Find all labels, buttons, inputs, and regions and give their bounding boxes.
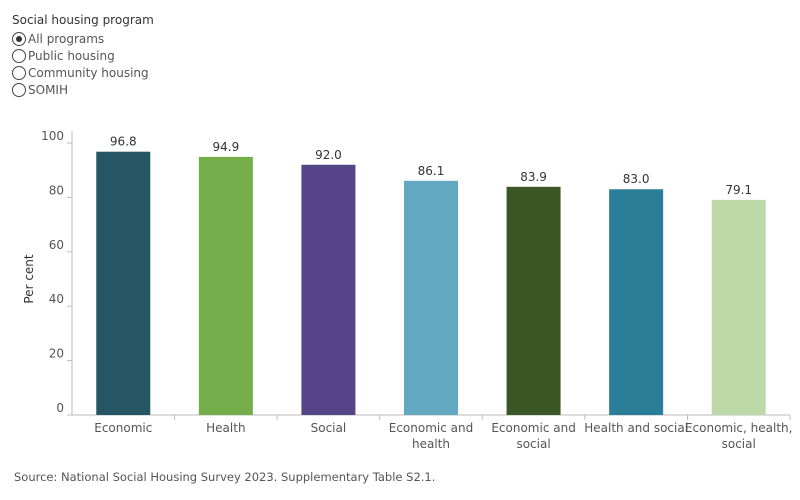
bar-value-label: 92.0: [315, 148, 342, 162]
source-note: Source: National Social Housing Survey 2…: [14, 470, 436, 484]
bar-value-label: 96.8: [110, 135, 137, 149]
x-category-label: Economic, health,: [685, 421, 793, 435]
radio-label: Public housing: [28, 48, 115, 63]
filter-title: Social housing program: [12, 13, 154, 27]
y-tick-label: 20: [49, 347, 64, 361]
y-axis-title: Per cent: [22, 254, 36, 304]
bar-value-label: 94.9: [212, 140, 239, 154]
bar: [198, 156, 253, 415]
bar-value-label: 83.0: [623, 172, 650, 186]
x-category-label: Health and social: [584, 421, 688, 435]
x-category-label: Social: [311, 421, 347, 435]
bar: [96, 151, 151, 416]
radio-label: All programs: [28, 31, 105, 46]
bar: [404, 180, 458, 415]
bar-value-label: 86.1: [418, 164, 445, 178]
radio-public-housing[interactable]: Public housing: [12, 47, 154, 64]
x-category-label: Health: [206, 421, 245, 435]
x-category-label: social: [722, 437, 756, 451]
x-category-label: health: [412, 437, 450, 451]
radio-unchecked-icon[interactable]: [12, 82, 26, 97]
bar: [711, 199, 766, 415]
radio-unchecked-icon[interactable]: [12, 48, 26, 63]
y-tick-label: 100: [41, 129, 64, 143]
y-tick-label: 80: [49, 183, 64, 197]
radio-label: Community housing: [28, 65, 149, 80]
radio-unchecked-icon[interactable]: [12, 65, 26, 80]
bar-value-label: 83.9: [520, 170, 547, 184]
bar: [609, 189, 664, 415]
y-tick-label: 40: [49, 292, 64, 306]
social-housing-program-filter: Social housing program All programs Publ…: [12, 13, 154, 98]
radio-checked-icon[interactable]: [12, 31, 26, 46]
radio-all-programs[interactable]: All programs: [12, 30, 154, 47]
x-category-label: Economic and: [389, 421, 473, 435]
y-tick-label: 60: [49, 238, 64, 252]
x-category-label: social: [516, 437, 550, 451]
bar: [301, 164, 356, 415]
radio-label: SOMIH: [28, 82, 68, 97]
radio-somih[interactable]: SOMIH: [12, 81, 154, 98]
bar-value-label: 79.1: [725, 183, 752, 197]
x-category-label: Economic and: [491, 421, 575, 435]
x-category-label: Economic: [94, 421, 152, 435]
bar: [506, 186, 561, 415]
radio-community-housing[interactable]: Community housing: [12, 64, 154, 81]
y-tick-label: 0: [56, 401, 64, 415]
